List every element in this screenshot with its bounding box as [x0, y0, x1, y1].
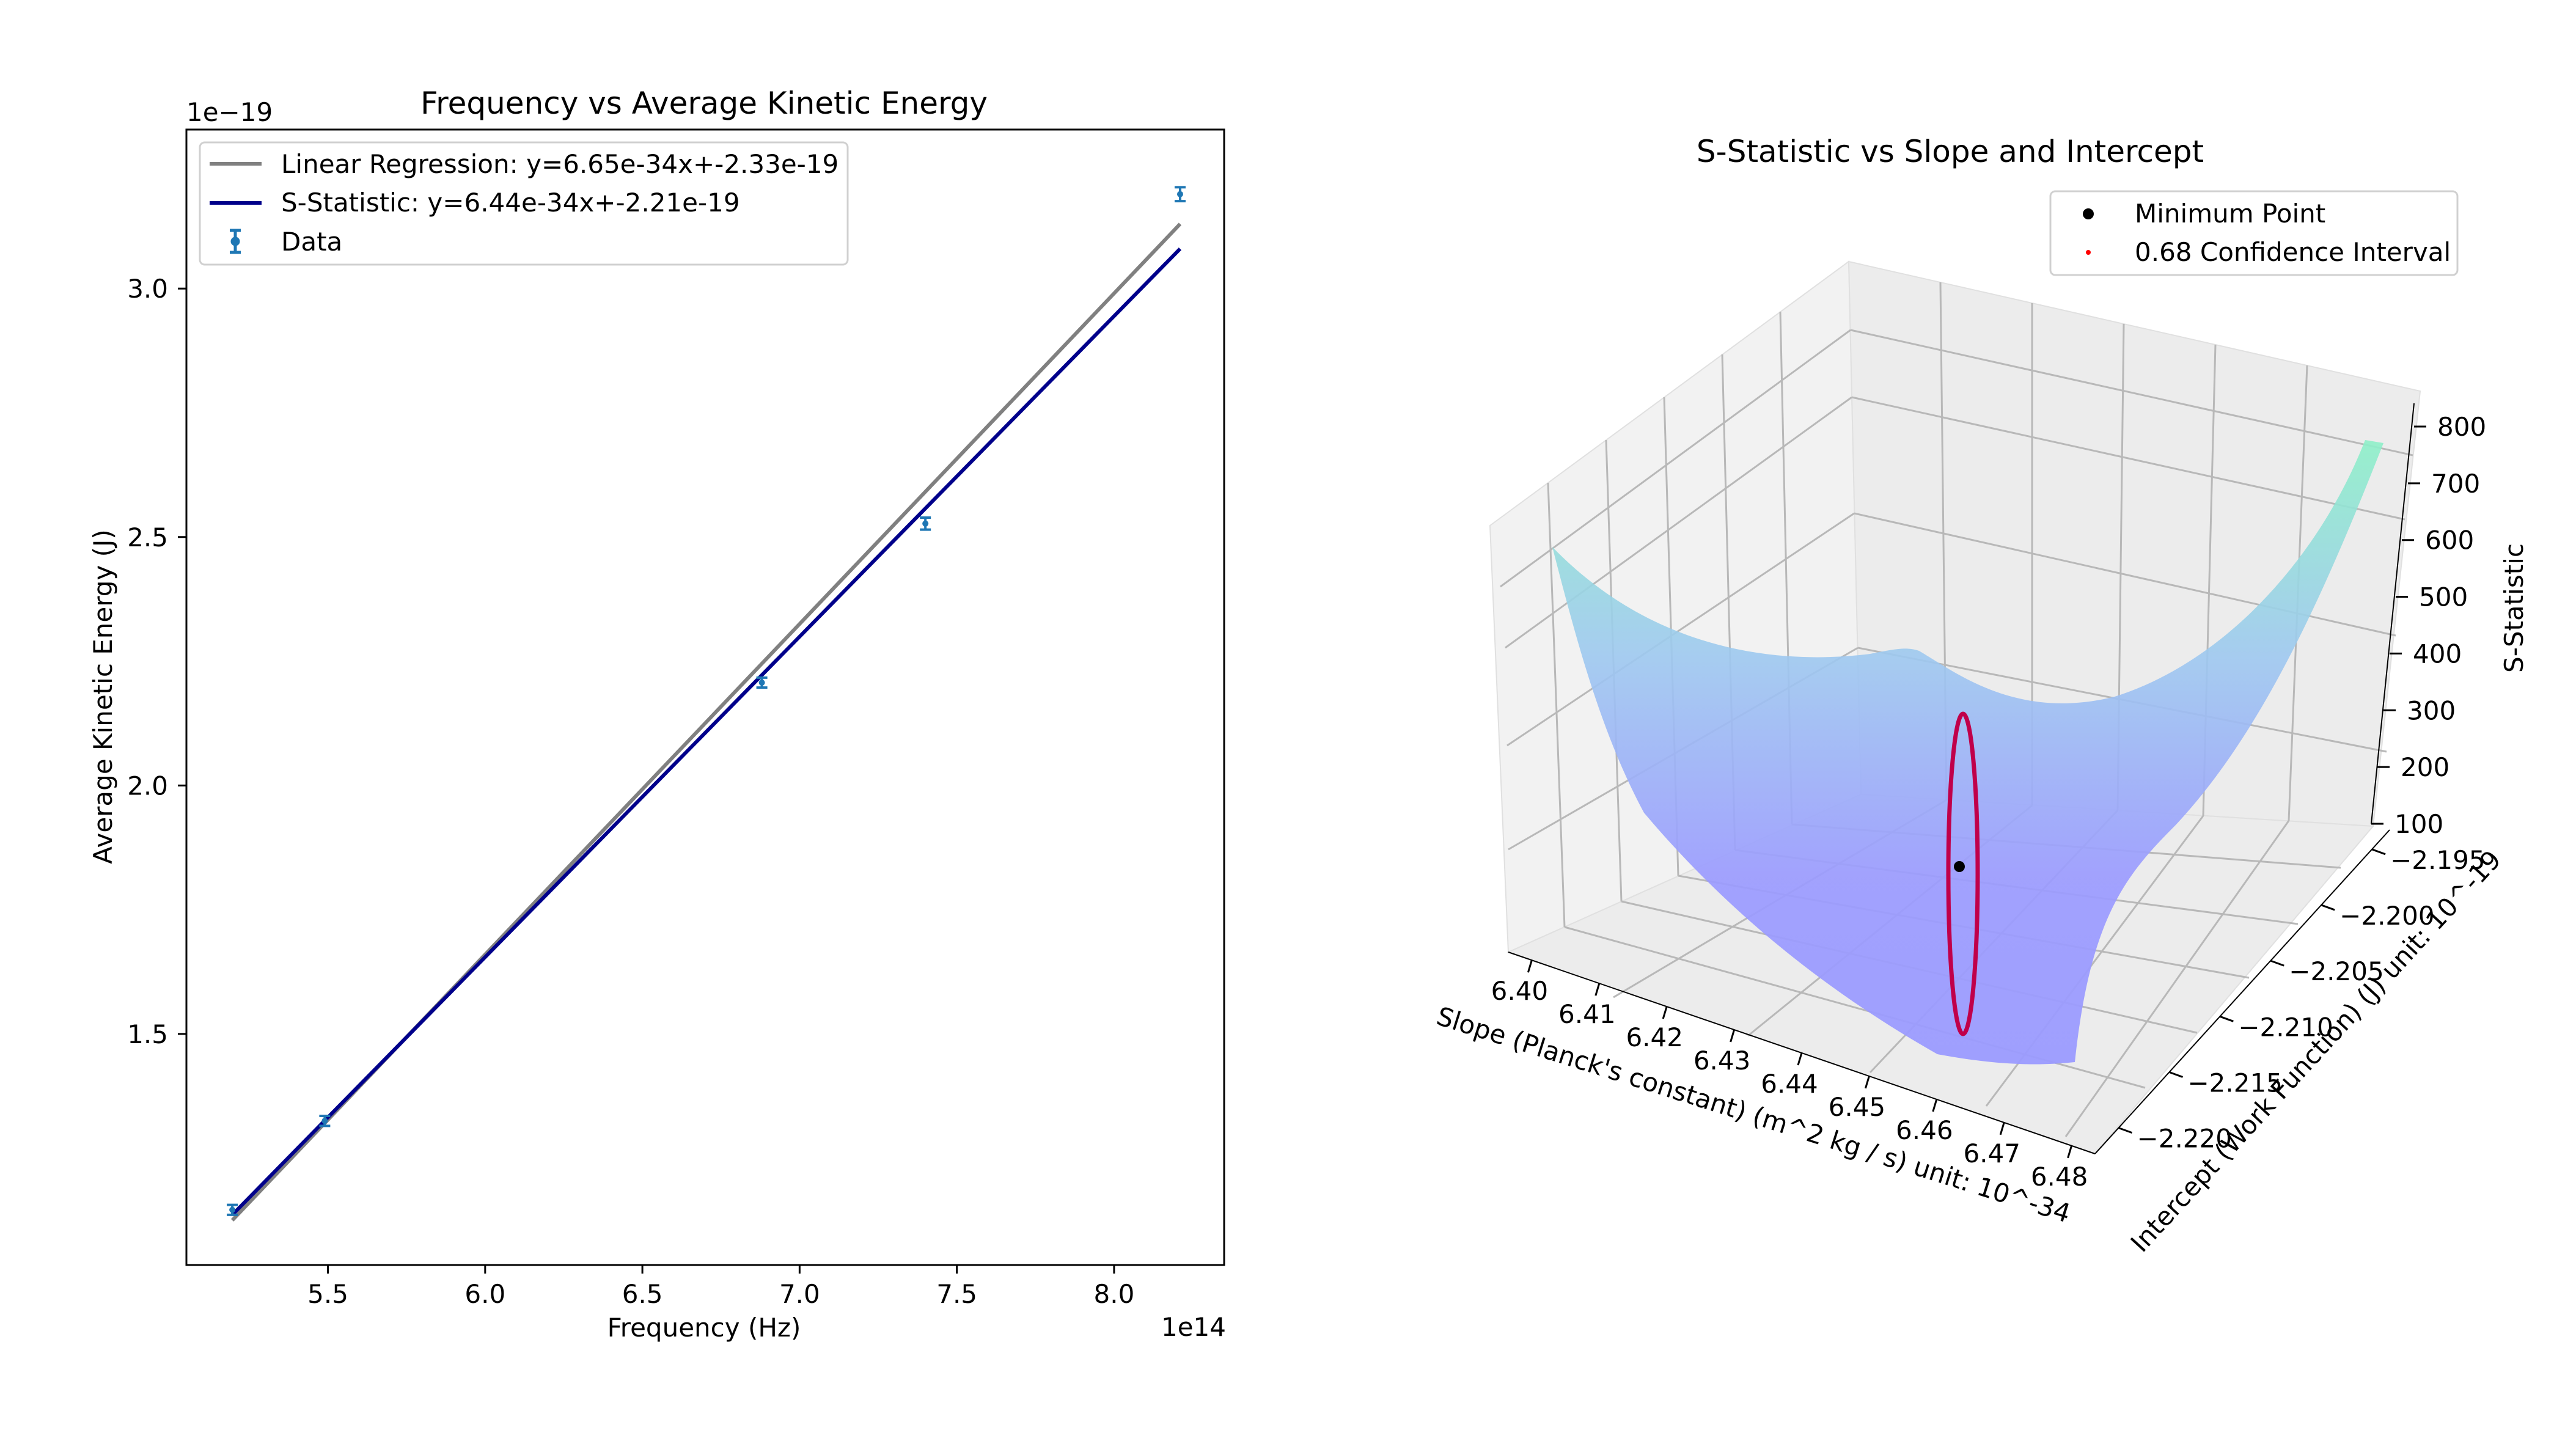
y-tick-mark-3d	[2118, 1127, 2133, 1134]
left-chart: Frequency vs Average Kinetic Energy 1e−1…	[88, 86, 1226, 1343]
legend-data-label: Data	[281, 227, 342, 257]
legend-minimum-label: Minimum Point	[2135, 199, 2325, 229]
x-tick-label-3d: 6.48	[2031, 1162, 2088, 1192]
left-axis-ticks: 5.5 6.0 6.5 7.0 7.5 8.0 1.5 2.0 2.5 3.0	[127, 274, 1134, 1309]
x-tick-label-3d: 6.41	[1558, 999, 1616, 1029]
x-tick-mark-3d	[1730, 1029, 1736, 1043]
x-tick-label: 7.0	[779, 1279, 820, 1309]
z-tick-label-3d: 300	[2407, 695, 2456, 725]
y-tick-label: 1.5	[127, 1019, 168, 1049]
data-point	[758, 680, 765, 686]
x-tick-label: 8.0	[1094, 1279, 1135, 1309]
y-tick-mark-3d	[2321, 904, 2335, 911]
right-chart-title: S-Statistic vs Slope and Intercept	[1697, 134, 2204, 169]
data-point	[229, 1206, 236, 1213]
z-tick-label-3d: 600	[2425, 526, 2474, 556]
y-tick-label-3d: −2.210	[2238, 1012, 2333, 1042]
y-tick-label-3d: −2.205	[2289, 956, 2383, 986]
legend-ci-marker	[2086, 250, 2091, 255]
z-axis-label-3d: S-Statistic	[2499, 543, 2529, 673]
x-tick-label-3d: 6.45	[1829, 1092, 1886, 1122]
x-tick-mark-3d	[1932, 1099, 1938, 1112]
y-tick-label: 2.0	[127, 771, 168, 801]
x-tick-label-3d: 6.47	[1963, 1138, 2020, 1168]
y-tick-mark-3d	[2371, 848, 2386, 856]
z-tick-label-3d: 400	[2413, 639, 2462, 669]
x-tick-label-3d: 6.42	[1626, 1022, 1683, 1052]
left-x-offset-label: 1e14	[1161, 1312, 1226, 1342]
z-tick-label-3d: 100	[2394, 809, 2443, 839]
x-tick-mark-3d	[2067, 1145, 2073, 1159]
left-chart-title: Frequency vs Average Kinetic Energy	[420, 86, 988, 121]
x-tick-label: 6.5	[622, 1279, 663, 1309]
y-tick-label: 2.5	[127, 522, 168, 552]
right-chart: S-Statistic vs Slope and Intercept	[1433, 134, 2529, 1258]
y-axis-line-3d	[2094, 829, 2390, 1154]
x-tick-mark-3d	[1662, 1006, 1668, 1019]
right-legend-box	[2049, 190, 2459, 276]
legend-ci-label: 0.68 Confidence Interval	[2135, 237, 2451, 267]
left-legend-box	[199, 141, 849, 266]
data-point	[321, 1118, 328, 1124]
z-axis-line-3d	[2371, 403, 2415, 824]
x-tick-label-3d: 6.40	[1491, 976, 1549, 1006]
y-tick-label-3d: −2.200	[2339, 901, 2434, 931]
left-y-offset-label: 1e−19	[186, 97, 273, 127]
right-legend: Minimum Point 0.68 Confidence Interval	[2049, 190, 2459, 276]
z-tick-label-3d: 500	[2419, 582, 2468, 612]
left-legend: Linear Regression: y=6.65e-34x+-2.33e-19…	[199, 141, 849, 266]
x-tick-label-3d: 6.43	[1693, 1046, 1751, 1076]
x-tick-mark-3d	[1797, 1052, 1803, 1066]
z-tick-label-3d: 200	[2401, 752, 2449, 782]
minimum-point	[1954, 861, 1965, 872]
y-tick-label-3d: −2.215	[2187, 1068, 2282, 1098]
axis-ticks-3d: 6.40 6.41 6.42 6.43 6.44 6.45 6.46 6.47 6.48 −2.2…	[1491, 412, 2487, 1192]
y-tick-mark-3d	[2219, 1015, 2234, 1022]
legend-data-swatch	[230, 229, 241, 254]
x-tick-label-3d: 6.44	[1761, 1069, 1818, 1099]
x-tick-label: 7.5	[936, 1279, 977, 1309]
left-x-axis-label: Frequency (Hz)	[607, 1313, 801, 1343]
legend-sstat-label: S-Statistic: y=6.44e-34x+-2.21e-19	[281, 188, 740, 218]
x-tick-label: 5.5	[307, 1279, 348, 1309]
data-point	[1176, 191, 1183, 197]
y-tick-mark-3d	[2168, 1071, 2183, 1078]
x-tick-label: 6.0	[464, 1279, 505, 1309]
x-tick-label-3d: 6.46	[1896, 1115, 1953, 1145]
y-tick-label: 3.0	[127, 274, 168, 304]
s-statistic-line	[230, 248, 1182, 1216]
left-y-axis-label: Average Kinetic Energy (J)	[88, 529, 118, 864]
s-statistic-surface	[1552, 440, 2383, 1065]
confidence-interval-ellipse	[1946, 711, 1980, 1036]
left-data-points	[227, 186, 1186, 1216]
x-tick-mark-3d	[1527, 959, 1533, 973]
y-tick-label-3d: −2.220	[2137, 1124, 2232, 1154]
y-tick-label-3d: −2.195	[2390, 845, 2485, 875]
left-series-lines	[230, 222, 1182, 1222]
left-plot-frame	[185, 128, 1225, 1266]
x-tick-mark-3d	[1999, 1122, 2005, 1135]
data-point	[922, 520, 929, 527]
y-tick-mark-3d	[2270, 959, 2284, 967]
x-tick-mark-3d	[1594, 983, 1601, 996]
z-tick-label-3d: 800	[2437, 412, 2486, 442]
z-tick-label-3d: 700	[2431, 469, 2480, 499]
x-tick-mark-3d	[1864, 1076, 1870, 1089]
legend-minimum-marker	[2083, 208, 2094, 219]
legend-linreg-label: Linear Regression: y=6.65e-34x+-2.33e-19	[281, 149, 838, 179]
